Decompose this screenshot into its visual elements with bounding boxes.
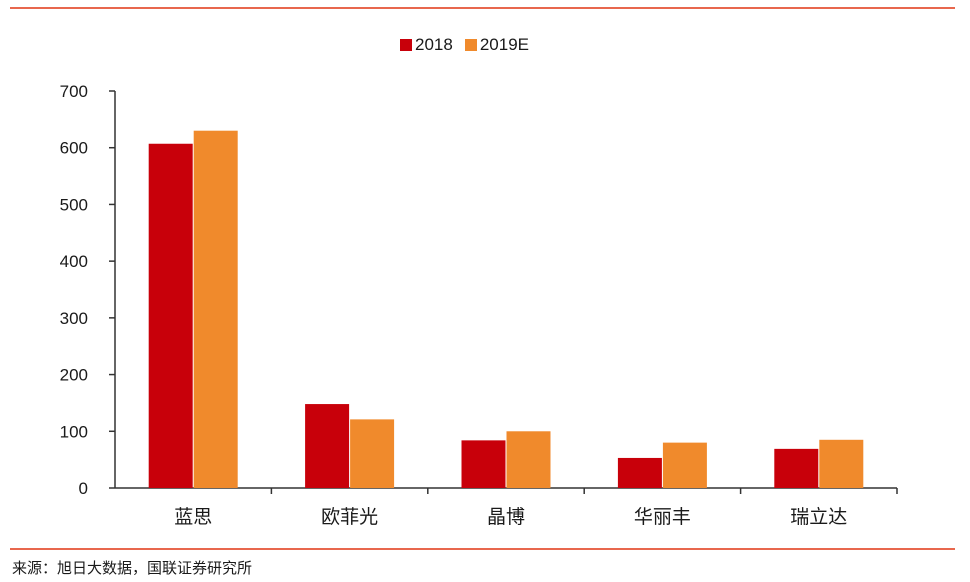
bottom-rule [10,548,955,550]
x-category-label: 华丽丰 [634,506,691,528]
chart-legend: 2018 2019E [400,34,529,56]
legend-item-2018: 2018 [400,35,453,55]
source-note: 来源：旭日大数据，国联证券研究所 [12,559,253,577]
y-tick-label: 700 [60,82,88,101]
legend-label-2018: 2018 [415,35,453,54]
y-tick-label: 200 [60,366,88,385]
top-rule [10,7,955,9]
legend-swatch-2018 [400,39,412,51]
y-tick-label: 400 [60,252,88,271]
legend-item-2019e: 2019E [464,35,529,55]
y-tick-label: 0 [79,479,88,498]
y-tick-label: 100 [60,422,88,441]
bar-2019e [819,439,864,488]
bar-2019e [506,431,551,488]
bar-2018 [148,143,193,488]
bar-2019e [193,130,238,488]
bar-2018 [461,440,506,488]
bar-2019e [662,442,707,488]
x-category-label: 晶博 [487,506,525,528]
y-tick-label: 600 [60,139,88,158]
x-category-label: 瑞立达 [790,506,847,528]
x-category-label: 欧菲光 [321,506,378,528]
legend-label-2019e: 2019E [479,35,529,54]
x-category-label: 蓝思 [174,506,212,528]
bar-2018 [617,457,662,488]
legend-swatch-2019e [464,39,477,51]
bar-2019e [350,419,395,488]
bar-2018 [305,404,350,488]
bar-2018 [774,448,819,488]
y-tick-label: 300 [60,309,88,328]
y-tick-label: 500 [60,195,88,214]
